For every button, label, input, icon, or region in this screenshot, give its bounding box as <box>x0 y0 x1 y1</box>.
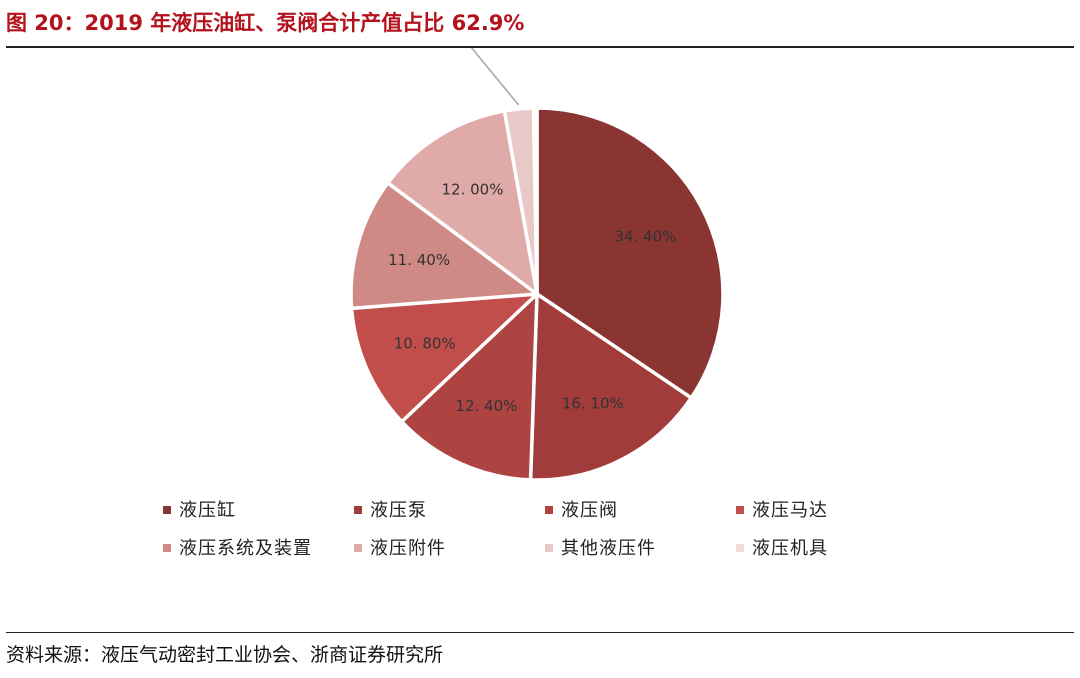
legend-label-3: 液压阀 <box>561 500 618 521</box>
chart-title: 图 20：2019 年液压油缸、泵阀合计产值占比 62.9% <box>6 11 525 35</box>
legend-swatch-5 <box>163 544 171 552</box>
legend-label-8: 液压机具 <box>752 538 828 559</box>
pie-slices <box>349 106 725 482</box>
pie-slice-3 <box>399 292 539 482</box>
legend-label-4: 液压马达 <box>752 500 828 521</box>
slice-label-6: 12. 00% <box>442 181 504 199</box>
pie-chart: 34. 40% 16. 10% 12. 40% 10. 80% 11. 40% 12. 0… <box>163 48 828 559</box>
leader-line-7 <box>470 48 520 106</box>
legend-swatch-8 <box>736 544 744 552</box>
slice-label-2: 16. 10% <box>562 394 624 412</box>
slice-labels: 34. 40% 16. 10% 12. 40% 10. 80% 11. 40% 12. 0… <box>388 48 676 415</box>
pie-slice-1 <box>535 106 725 400</box>
top-divider <box>6 46 1074 48</box>
slice-label-4: 10. 80% <box>394 335 456 353</box>
leader-lines <box>470 48 520 106</box>
slice-label-1: 34. 40% <box>614 227 676 245</box>
pie-slice-5 <box>349 181 539 311</box>
legend-swatch-4 <box>736 506 744 514</box>
legend-swatch-1 <box>163 506 171 514</box>
pie-slice-8 <box>531 106 539 296</box>
slice-label-3: 12. 40% <box>455 397 517 415</box>
legend-label-2: 液压泵 <box>370 500 427 521</box>
slice-label-7: 2. 50% <box>410 48 462 50</box>
legend-label-5: 液压系统及装置 <box>179 538 312 559</box>
legend-label-1: 液压缸 <box>179 499 236 521</box>
pie-slice-2 <box>528 292 694 482</box>
legend-swatch-6 <box>354 544 362 552</box>
legend-swatch-7 <box>545 544 553 552</box>
pie-slice-4 <box>349 292 539 424</box>
slice-label-5: 11. 40% <box>388 251 450 269</box>
slice-label-8: 0. 30% <box>508 48 560 50</box>
legend-swatch-3 <box>545 506 553 514</box>
legend-label-7: 其他液压件 <box>561 538 656 559</box>
legend-swatch-2 <box>354 506 362 514</box>
pie-slice-6 <box>386 109 539 296</box>
source-note: 资料来源：液压气动密封工业协会、浙商证券研究所 <box>6 644 444 666</box>
bottom-divider <box>6 632 1074 633</box>
legend-label-6: 液压附件 <box>370 538 446 559</box>
